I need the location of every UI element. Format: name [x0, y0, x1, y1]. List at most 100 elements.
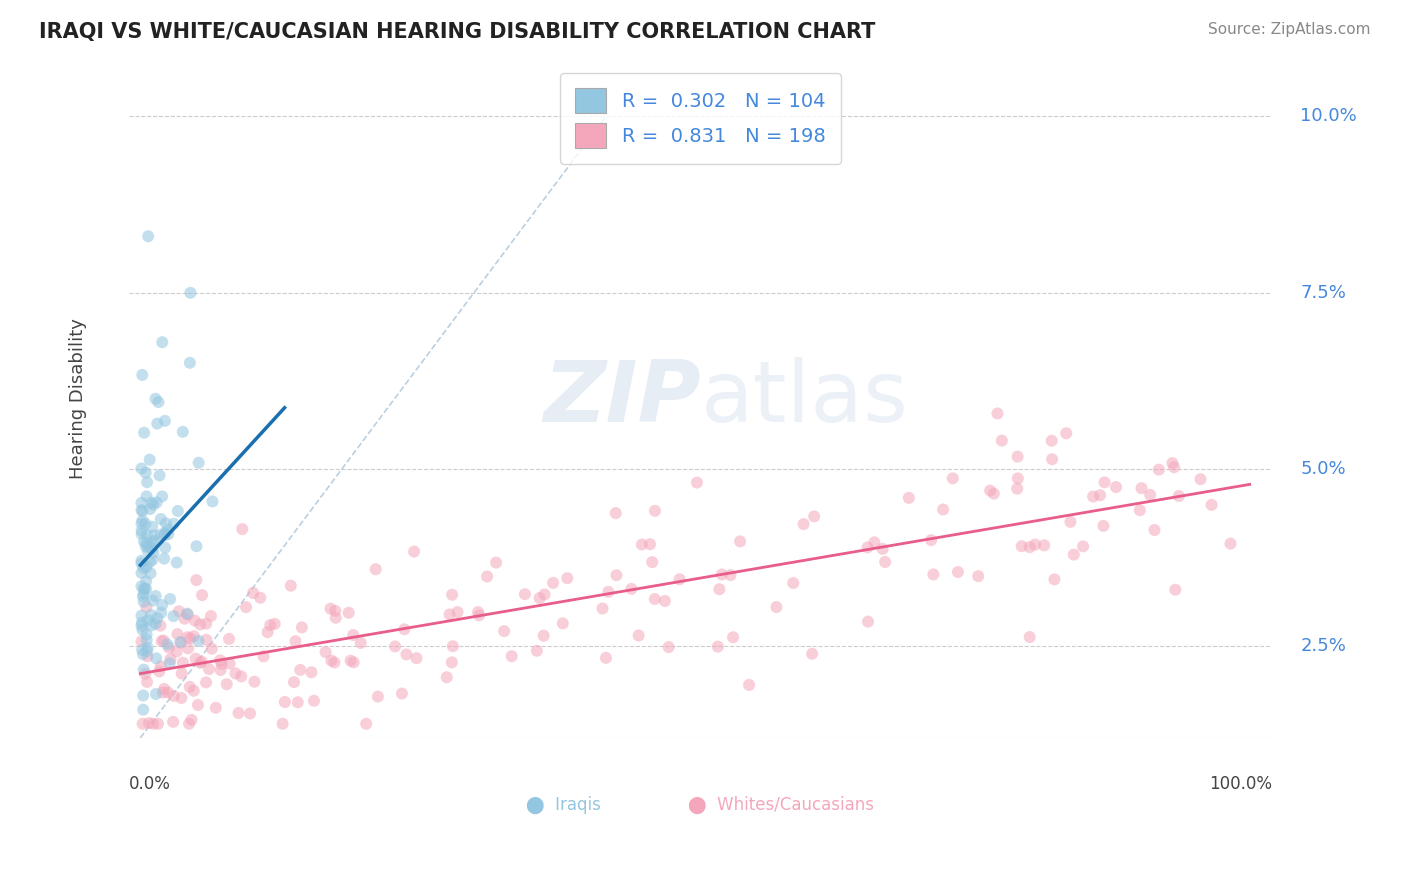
Point	[1018, 540, 1040, 554]
Point	[325, 611, 347, 625]
Point	[141, 519, 163, 533]
Point	[287, 695, 309, 709]
Point	[668, 572, 690, 586]
Point	[156, 523, 179, 537]
Point	[201, 494, 224, 508]
Point	[263, 616, 285, 631]
Point	[658, 640, 681, 654]
Point	[159, 657, 181, 671]
Point	[224, 666, 246, 681]
Point	[728, 534, 751, 549]
Point	[132, 595, 155, 609]
Point	[299, 665, 322, 680]
Point	[142, 552, 165, 566]
Point	[1167, 489, 1189, 503]
Point	[131, 579, 153, 593]
Point	[243, 674, 266, 689]
Point	[142, 546, 165, 560]
Point	[782, 576, 804, 591]
Text: IRAQI VS WHITE/CAUCASIAN HEARING DISABILITY CORRELATION CHART: IRAQI VS WHITE/CAUCASIAN HEARING DISABIL…	[39, 22, 876, 42]
Point	[1201, 498, 1223, 512]
Point	[132, 534, 155, 549]
Point	[170, 691, 193, 706]
Point	[150, 606, 173, 620]
Text: Source: ZipAtlas.com: Source: ZipAtlas.com	[1208, 22, 1371, 37]
Point	[172, 425, 194, 439]
Point	[863, 535, 886, 549]
Point	[135, 540, 157, 554]
Point	[991, 434, 1014, 448]
Point	[183, 683, 205, 698]
Point	[132, 703, 155, 717]
Point	[142, 498, 165, 512]
Point	[132, 590, 155, 604]
Point	[983, 486, 1005, 500]
Point	[231, 669, 253, 683]
Point	[150, 335, 173, 350]
Point	[166, 504, 188, 518]
Point	[131, 615, 153, 630]
Point	[131, 554, 153, 568]
Point	[153, 526, 176, 541]
Point	[149, 618, 172, 632]
Point	[467, 605, 489, 619]
Point	[259, 618, 281, 632]
Text: ⬤  Whites/Caucasians: ⬤ Whites/Caucasians	[688, 796, 873, 814]
Point	[485, 556, 508, 570]
Point	[179, 285, 201, 300]
Point	[630, 537, 652, 551]
Point	[146, 611, 169, 625]
Point	[131, 634, 153, 648]
Point	[686, 475, 709, 490]
Point	[134, 582, 156, 596]
Point	[364, 562, 387, 576]
Point	[1043, 573, 1066, 587]
Point	[179, 680, 201, 694]
Point	[157, 685, 180, 699]
Legend: R =  0.302   N = 104, R =  0.831   N = 198: R = 0.302 N = 104, R = 0.831 N = 198	[560, 73, 841, 163]
Point	[856, 541, 879, 555]
Point	[177, 716, 200, 731]
Point	[136, 674, 159, 689]
Point	[131, 643, 153, 657]
Point	[136, 475, 159, 490]
Point	[172, 656, 194, 670]
Text: atlas: atlas	[700, 358, 908, 441]
Point	[302, 694, 325, 708]
Point	[215, 677, 238, 691]
Point	[644, 591, 666, 606]
Point	[1081, 490, 1104, 504]
Point	[139, 566, 162, 581]
Point	[131, 618, 153, 632]
Point	[1139, 488, 1161, 502]
Point	[135, 627, 157, 641]
Point	[595, 650, 617, 665]
Point	[201, 641, 224, 656]
Point	[152, 685, 174, 699]
Point	[138, 716, 160, 731]
Point	[138, 452, 160, 467]
Point	[150, 634, 173, 648]
Point	[391, 687, 413, 701]
Point	[132, 689, 155, 703]
Point	[242, 586, 264, 600]
Point	[644, 504, 666, 518]
Point	[922, 567, 945, 582]
Point	[274, 695, 297, 709]
Point	[439, 607, 461, 622]
Point	[135, 536, 157, 550]
Point	[946, 565, 969, 579]
Point	[170, 666, 193, 681]
Point	[166, 556, 188, 570]
Point	[148, 395, 170, 409]
Point	[710, 567, 733, 582]
Point	[605, 506, 627, 520]
Point	[198, 662, 221, 676]
Point	[187, 633, 209, 648]
Point	[1189, 472, 1212, 486]
Point	[142, 716, 165, 731]
Point	[131, 503, 153, 517]
Point	[627, 628, 650, 642]
Point	[290, 663, 312, 677]
Point	[162, 609, 184, 624]
